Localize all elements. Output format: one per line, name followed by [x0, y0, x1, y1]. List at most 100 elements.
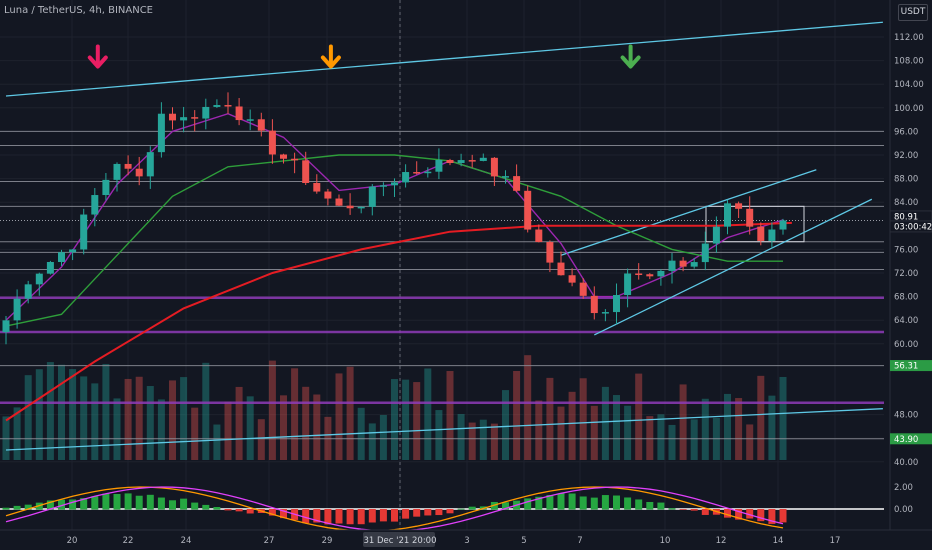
- chart-title: Luna / TetherUS, 4h, BINANCE: [4, 5, 154, 16]
- trendline: [594, 198, 873, 336]
- price-tag-bg: [890, 433, 932, 445]
- candle-body: [391, 182, 398, 186]
- macd-histogram-bar: [124, 493, 132, 510]
- macd-histogram-bar: [446, 509, 454, 514]
- price-tick-label: 100.00: [894, 104, 924, 114]
- trendline: [5, 408, 883, 451]
- macd-histogram-bar: [302, 509, 310, 524]
- candle-body: [24, 284, 32, 299]
- candle-body: [657, 270, 665, 277]
- candle-body: [635, 273, 643, 276]
- candle-body: [768, 229, 776, 241]
- macd-histogram-bar: [524, 498, 532, 510]
- volume-bar: [346, 366, 354, 460]
- macd-histogram-bar: [235, 509, 243, 512]
- trendline: [560, 169, 817, 256]
- volume-bar: [24, 375, 32, 460]
- volume-bar: [424, 368, 432, 460]
- volume-bar: [202, 362, 210, 460]
- volume-bar: [13, 407, 21, 460]
- macd-histogram-bar: [601, 495, 609, 510]
- volume-bar: [113, 398, 121, 460]
- red-arrow-head: [87, 55, 108, 69]
- volume-bars: [2, 355, 787, 460]
- volume-bar: [690, 419, 698, 460]
- volume-bar: [391, 379, 398, 460]
- price-tick-label: 108.00: [894, 57, 924, 67]
- macd-histogram-bar: [679, 509, 687, 510]
- volume-bar: [601, 386, 609, 460]
- time-tick-label: 5: [521, 536, 526, 546]
- candle-body: [424, 171, 432, 174]
- volume-bar: [235, 386, 243, 460]
- candle-body: [735, 203, 743, 209]
- macd-histogram-bar: [246, 509, 254, 514]
- macd-histogram-bar: [58, 499, 65, 510]
- volume-bar: [91, 383, 99, 460]
- volume-bar: [646, 416, 654, 460]
- price-tick-label: 88.00: [894, 175, 918, 185]
- volume-bar: [624, 405, 632, 460]
- candle-body: [35, 273, 43, 285]
- candle-body: [579, 282, 587, 296]
- volume-bar: [735, 398, 743, 460]
- price-tick-label: 68.00: [894, 293, 918, 303]
- macd-histogram-bar: [424, 509, 432, 516]
- volume-bar: [701, 398, 709, 460]
- macd-histogram-bar: [368, 509, 376, 523]
- candle-body: [624, 273, 632, 296]
- candle-body: [213, 105, 221, 107]
- volume-bar: [268, 360, 276, 460]
- macd-histogram-bar: [557, 493, 565, 510]
- macd-histogram-bar: [457, 508, 465, 510]
- price-tag-label: 56.31: [894, 362, 918, 372]
- candle-body: [546, 242, 554, 263]
- volume-bar: [313, 394, 321, 460]
- price-tag-label: 43.90: [894, 435, 918, 445]
- macd-histogram-bar: [657, 502, 665, 510]
- candle-body: [69, 249, 77, 253]
- candle-body: [291, 158, 299, 161]
- candle-body: [257, 119, 265, 131]
- volume-bar: [224, 401, 232, 460]
- price-tick-label: 40.00: [894, 458, 918, 468]
- macd-histogram-bar: [724, 509, 731, 518]
- volume-bar: [490, 423, 498, 460]
- macd-histogram-bar: [135, 495, 143, 510]
- range-box: [705, 205, 805, 243]
- candle-body: [246, 119, 254, 121]
- time-tick-label: 12: [716, 536, 727, 546]
- volume-bar: [102, 363, 110, 460]
- macd-histogram-bar: [13, 505, 21, 510]
- price-tick-label: 60.00: [894, 340, 918, 350]
- candle-body: [2, 320, 10, 333]
- candle-body: [324, 191, 332, 199]
- time-tick-label: 31 Dec '21 20:00: [363, 536, 436, 546]
- volume-bar: [191, 407, 199, 460]
- price-tick-label: 92.00: [894, 151, 918, 161]
- time-tick-label: 29: [322, 536, 333, 546]
- candle-body: [413, 172, 421, 174]
- volume-bar: [524, 355, 532, 460]
- volume-bar: [535, 400, 543, 460]
- time-tick-label: 3: [464, 536, 469, 546]
- volume-bar: [135, 376, 143, 460]
- volume-bar: [124, 378, 132, 460]
- candle-body: [113, 163, 121, 180]
- macd-histogram-bar: [268, 509, 276, 516]
- candle-body: [601, 312, 609, 314]
- candle-body: [724, 203, 731, 227]
- currency-button[interactable]: USDT: [898, 4, 928, 21]
- candle-body: [712, 226, 720, 244]
- macd-histogram-bar: [646, 501, 654, 510]
- macd-histogram-bar: [80, 498, 88, 510]
- macd-tick-label: 2.00: [894, 483, 913, 493]
- macd-histogram-bar: [280, 509, 287, 519]
- macd-histogram-bar: [157, 497, 165, 510]
- volume-bar: [446, 371, 454, 460]
- candle-body: [435, 159, 443, 172]
- macd-histogram-bar: [746, 509, 754, 519]
- volume-bar: [635, 373, 643, 460]
